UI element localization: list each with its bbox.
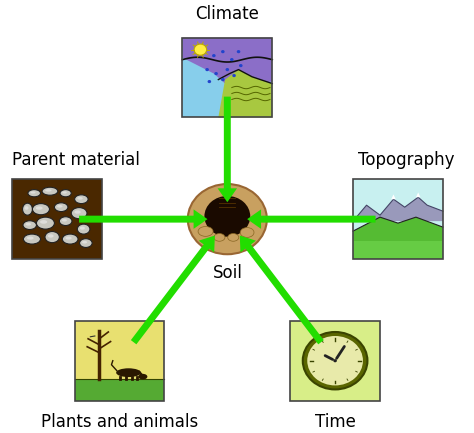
- Ellipse shape: [228, 233, 239, 241]
- Ellipse shape: [32, 204, 49, 215]
- Ellipse shape: [59, 217, 72, 226]
- Polygon shape: [416, 192, 420, 197]
- Polygon shape: [219, 70, 272, 117]
- Ellipse shape: [57, 205, 63, 207]
- Ellipse shape: [36, 217, 55, 229]
- Ellipse shape: [65, 236, 72, 239]
- Ellipse shape: [116, 368, 141, 377]
- Ellipse shape: [62, 191, 67, 194]
- Circle shape: [333, 359, 337, 362]
- Ellipse shape: [77, 224, 90, 234]
- FancyBboxPatch shape: [12, 179, 101, 259]
- Ellipse shape: [28, 190, 40, 197]
- FancyArrowPatch shape: [247, 210, 375, 229]
- Circle shape: [307, 336, 363, 385]
- Ellipse shape: [40, 220, 47, 224]
- Circle shape: [204, 196, 250, 237]
- Ellipse shape: [23, 234, 40, 244]
- Text: Plants and animals: Plants and animals: [41, 413, 198, 430]
- Text: Topography: Topography: [357, 151, 454, 169]
- Ellipse shape: [27, 236, 34, 239]
- FancyBboxPatch shape: [290, 321, 380, 401]
- Ellipse shape: [26, 223, 31, 226]
- Polygon shape: [391, 194, 396, 199]
- Ellipse shape: [80, 226, 85, 229]
- FancyBboxPatch shape: [353, 179, 443, 259]
- Circle shape: [208, 80, 211, 83]
- Ellipse shape: [80, 239, 92, 247]
- Ellipse shape: [55, 203, 68, 212]
- FancyArrowPatch shape: [240, 236, 324, 344]
- Ellipse shape: [42, 187, 58, 195]
- FancyBboxPatch shape: [74, 321, 164, 401]
- Circle shape: [237, 50, 240, 53]
- Ellipse shape: [71, 207, 87, 219]
- Circle shape: [212, 54, 216, 57]
- Bar: [74, 321, 164, 401]
- Circle shape: [194, 44, 207, 55]
- Polygon shape: [353, 217, 443, 259]
- Ellipse shape: [23, 203, 32, 215]
- FancyArrowPatch shape: [131, 236, 215, 344]
- Ellipse shape: [60, 190, 71, 197]
- FancyArrowPatch shape: [79, 210, 208, 229]
- Circle shape: [239, 64, 243, 67]
- Polygon shape: [182, 38, 272, 86]
- Bar: [12, 179, 101, 259]
- Text: Time: Time: [315, 413, 356, 430]
- Ellipse shape: [45, 232, 59, 242]
- Ellipse shape: [48, 234, 54, 238]
- Ellipse shape: [36, 207, 43, 210]
- Polygon shape: [137, 370, 143, 376]
- FancyBboxPatch shape: [182, 38, 272, 117]
- Circle shape: [205, 68, 209, 71]
- Ellipse shape: [62, 234, 78, 244]
- Ellipse shape: [82, 241, 87, 243]
- Ellipse shape: [214, 233, 225, 241]
- Bar: [290, 321, 380, 401]
- Circle shape: [214, 72, 218, 75]
- Text: Parent material: Parent material: [12, 151, 140, 169]
- Circle shape: [221, 78, 225, 81]
- Ellipse shape: [74, 210, 81, 214]
- Circle shape: [188, 184, 267, 254]
- Ellipse shape: [23, 221, 36, 229]
- Bar: [182, 38, 272, 117]
- Circle shape: [230, 58, 234, 61]
- Ellipse shape: [198, 226, 213, 236]
- Polygon shape: [74, 378, 164, 401]
- Ellipse shape: [30, 191, 36, 194]
- Ellipse shape: [45, 189, 52, 192]
- Ellipse shape: [25, 206, 28, 210]
- Circle shape: [232, 74, 236, 77]
- FancyArrowPatch shape: [218, 97, 237, 202]
- Ellipse shape: [62, 219, 67, 222]
- Ellipse shape: [77, 197, 83, 200]
- Ellipse shape: [240, 228, 254, 237]
- Text: Climate: Climate: [195, 4, 259, 23]
- Ellipse shape: [138, 374, 147, 379]
- Circle shape: [226, 68, 229, 71]
- Circle shape: [303, 332, 367, 389]
- Text: Soil: Soil: [212, 264, 242, 282]
- Circle shape: [221, 50, 225, 53]
- Polygon shape: [353, 241, 443, 259]
- Polygon shape: [353, 197, 443, 221]
- Bar: [353, 179, 443, 259]
- Ellipse shape: [74, 195, 88, 204]
